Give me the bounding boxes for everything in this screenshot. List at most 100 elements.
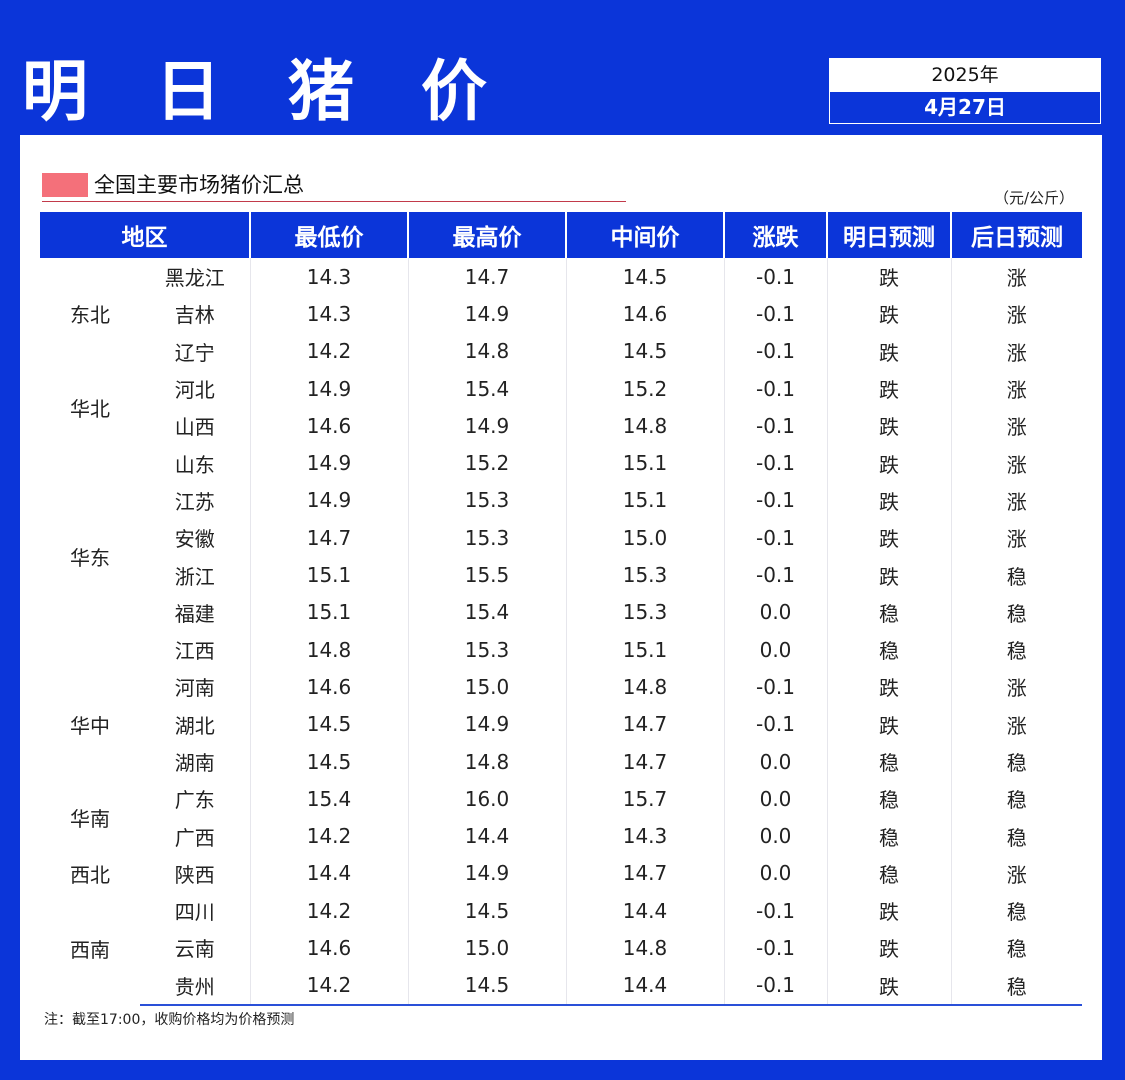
province-cell: 陕西 [140, 854, 251, 893]
change-cell: 0.0 [724, 780, 828, 818]
table-row: 吉林 14.3 14.9 14.6 -0.1 跌 涨 [40, 295, 1082, 333]
high-price-cell: 15.4 [408, 593, 567, 631]
after-tomorrow-forecast-cell: 涨 [1006, 340, 1027, 365]
province-cell: 山东 [140, 444, 251, 482]
tomorrow-forecast-cell: 跌 [827, 332, 952, 370]
after-tomorrow-forecast-cell: 涨 [1006, 303, 1027, 328]
high-price-cell: 14.4 [408, 817, 567, 855]
low-price-cell: 14.4 [250, 854, 409, 893]
col-header-region: 地区 [40, 212, 251, 258]
change-cell: -0.1 [724, 929, 828, 967]
change-cell: 0.0 [724, 593, 828, 631]
high-price-cell: 15.2 [408, 444, 567, 482]
mid-price-cell: 14.4 [566, 966, 725, 1006]
table-row: 西北 陕西 14.4 14.9 14.7 0.0 稳 涨 [40, 854, 1082, 893]
mid-price-cell: 14.8 [566, 407, 725, 445]
change-cell: -0.1 [724, 258, 828, 296]
after-tomorrow-forecast-cell: 稳 [1006, 788, 1027, 813]
high-price-cell: 15.3 [408, 630, 567, 669]
table-row: 东北 黑龙江 14.3 14.7 14.5 -0.1 跌涨 [40, 258, 1082, 327]
mid-price-cell: 14.5 [566, 332, 725, 370]
high-price-cell: 16.0 [408, 780, 567, 818]
after-tomorrow-forecast-cell: 稳 [1006, 900, 1027, 925]
col-header-high: 最高价 [408, 212, 567, 258]
tomorrow-forecast-cell: 稳 [827, 780, 952, 818]
table-row: 安徽 14.7 15.3 15.0 -0.1 跌 涨 [40, 519, 1082, 557]
footnote: 注：截至17:00，收购价格均为价格预测 [44, 1012, 295, 1028]
table-header-row: 地区 最低价 最高价 中间价 涨跌 明日预测 后日预测 [40, 212, 1082, 258]
region-cell: 华北 [70, 396, 110, 421]
after-tomorrow-forecast-cell: 稳 [1006, 751, 1027, 775]
mid-price-cell: 14.3 [566, 817, 725, 855]
high-price-cell: 14.5 [408, 966, 567, 1006]
table-row: 湖南 14.5 14.8 14.7 0.0 稳稳 [40, 742, 1082, 781]
high-price-cell: 15.0 [408, 668, 567, 706]
section-header: 全国主要市场猪价汇总 [42, 171, 626, 202]
after-tomorrow-forecast-cell: 涨 [1006, 676, 1027, 701]
mid-price-cell: 14.7 [566, 854, 725, 893]
page-title: 明 日 猪 价 [22, 53, 509, 130]
province-cell: 安徽 [140, 519, 251, 557]
price-table: 地区 最低价 最高价 中间价 涨跌 明日预测 后日预测 东北 黑龙江 14.3 14.… [40, 212, 1082, 1006]
high-price-cell: 14.7 [408, 258, 567, 296]
tomorrow-forecast-cell: 稳 [827, 742, 952, 781]
mid-price-cell: 15.0 [566, 519, 725, 557]
low-price-cell: 14.5 [250, 742, 409, 781]
table-row: 云南 14.6 15.0 14.8 -0.1 跌 稳 [40, 929, 1082, 967]
tomorrow-forecast-cell: 跌 [827, 892, 952, 930]
table-row: 西南 四川 14.2 14.5 14.4 -0.1 跌稳 [40, 892, 1082, 962]
after-tomorrow-forecast-cell: 涨 [1006, 452, 1027, 477]
table-row: 辽宁 14.2 14.8 14.5 -0.1 跌 涨 [40, 332, 1082, 370]
section-marker [42, 173, 88, 197]
change-cell: -0.1 [724, 481, 828, 520]
province-cell: 河南 [140, 668, 251, 706]
mid-price-cell: 14.7 [566, 742, 725, 781]
mid-price-cell: 14.7 [566, 705, 725, 743]
after-tomorrow-forecast-cell: 稳 [1006, 937, 1027, 962]
mid-price-cell: 15.7 [566, 780, 725, 818]
change-cell: -0.1 [724, 407, 828, 445]
high-price-cell: 14.9 [408, 407, 567, 445]
tomorrow-forecast-cell: 跌 [827, 369, 952, 408]
change-cell: -0.1 [724, 668, 828, 706]
col-header-mid: 中间价 [566, 212, 725, 258]
after-tomorrow-forecast-cell: 涨 [1006, 415, 1027, 440]
low-price-cell: 14.9 [250, 369, 409, 408]
after-tomorrow-forecast-cell: 涨 [1006, 527, 1027, 552]
tomorrow-forecast-cell: 跌 [827, 966, 952, 1006]
tomorrow-forecast-cell: 跌 [827, 295, 952, 333]
mid-price-cell: 15.1 [566, 444, 725, 482]
low-price-cell: 14.2 [250, 332, 409, 370]
region-cell: 西南 [70, 937, 110, 962]
tomorrow-forecast-cell: 稳 [827, 817, 952, 855]
date-box: 2025年 4月27日 [829, 58, 1101, 124]
after-tomorrow-forecast-cell: 稳 [1006, 564, 1027, 589]
low-price-cell: 14.6 [250, 929, 409, 967]
change-cell: -0.1 [724, 705, 828, 743]
date-day: 4月27日 [830, 92, 1100, 123]
mid-price-cell: 15.1 [566, 630, 725, 669]
low-price-cell: 15.4 [250, 780, 409, 818]
province-cell: 辽宁 [140, 332, 251, 370]
change-cell: -0.1 [724, 892, 828, 930]
high-price-cell: 14.8 [408, 742, 567, 781]
province-cell: 湖南 [140, 742, 251, 781]
tomorrow-forecast-cell: 跌 [827, 519, 952, 557]
province-cell: 四川 [140, 892, 251, 930]
table-row: 福建 15.1 15.4 15.3 0.0 稳稳 [40, 593, 1082, 631]
tomorrow-forecast-cell: 跌 [827, 705, 952, 743]
low-price-cell: 14.6 [250, 407, 409, 445]
province-cell: 河北 [140, 369, 251, 408]
low-price-cell: 14.2 [250, 966, 409, 1006]
high-price-cell: 15.4 [408, 369, 567, 408]
after-tomorrow-forecast-cell: 稳 [1006, 825, 1027, 850]
region-cell: 华东 [70, 545, 110, 570]
change-cell: -0.1 [724, 519, 828, 557]
tomorrow-forecast-cell: 跌 [827, 444, 952, 482]
table-row: 江西 14.8 15.3 15.1 0.0 稳稳 [40, 630, 1082, 669]
mid-price-cell: 14.8 [566, 929, 725, 967]
low-price-cell: 14.3 [250, 295, 409, 333]
table-row: 华中 河南 14.6 15.0 14.8 -0.1 跌涨 [40, 668, 1082, 738]
high-price-cell: 14.9 [408, 705, 567, 743]
after-tomorrow-forecast-cell: 涨 [1006, 713, 1027, 738]
